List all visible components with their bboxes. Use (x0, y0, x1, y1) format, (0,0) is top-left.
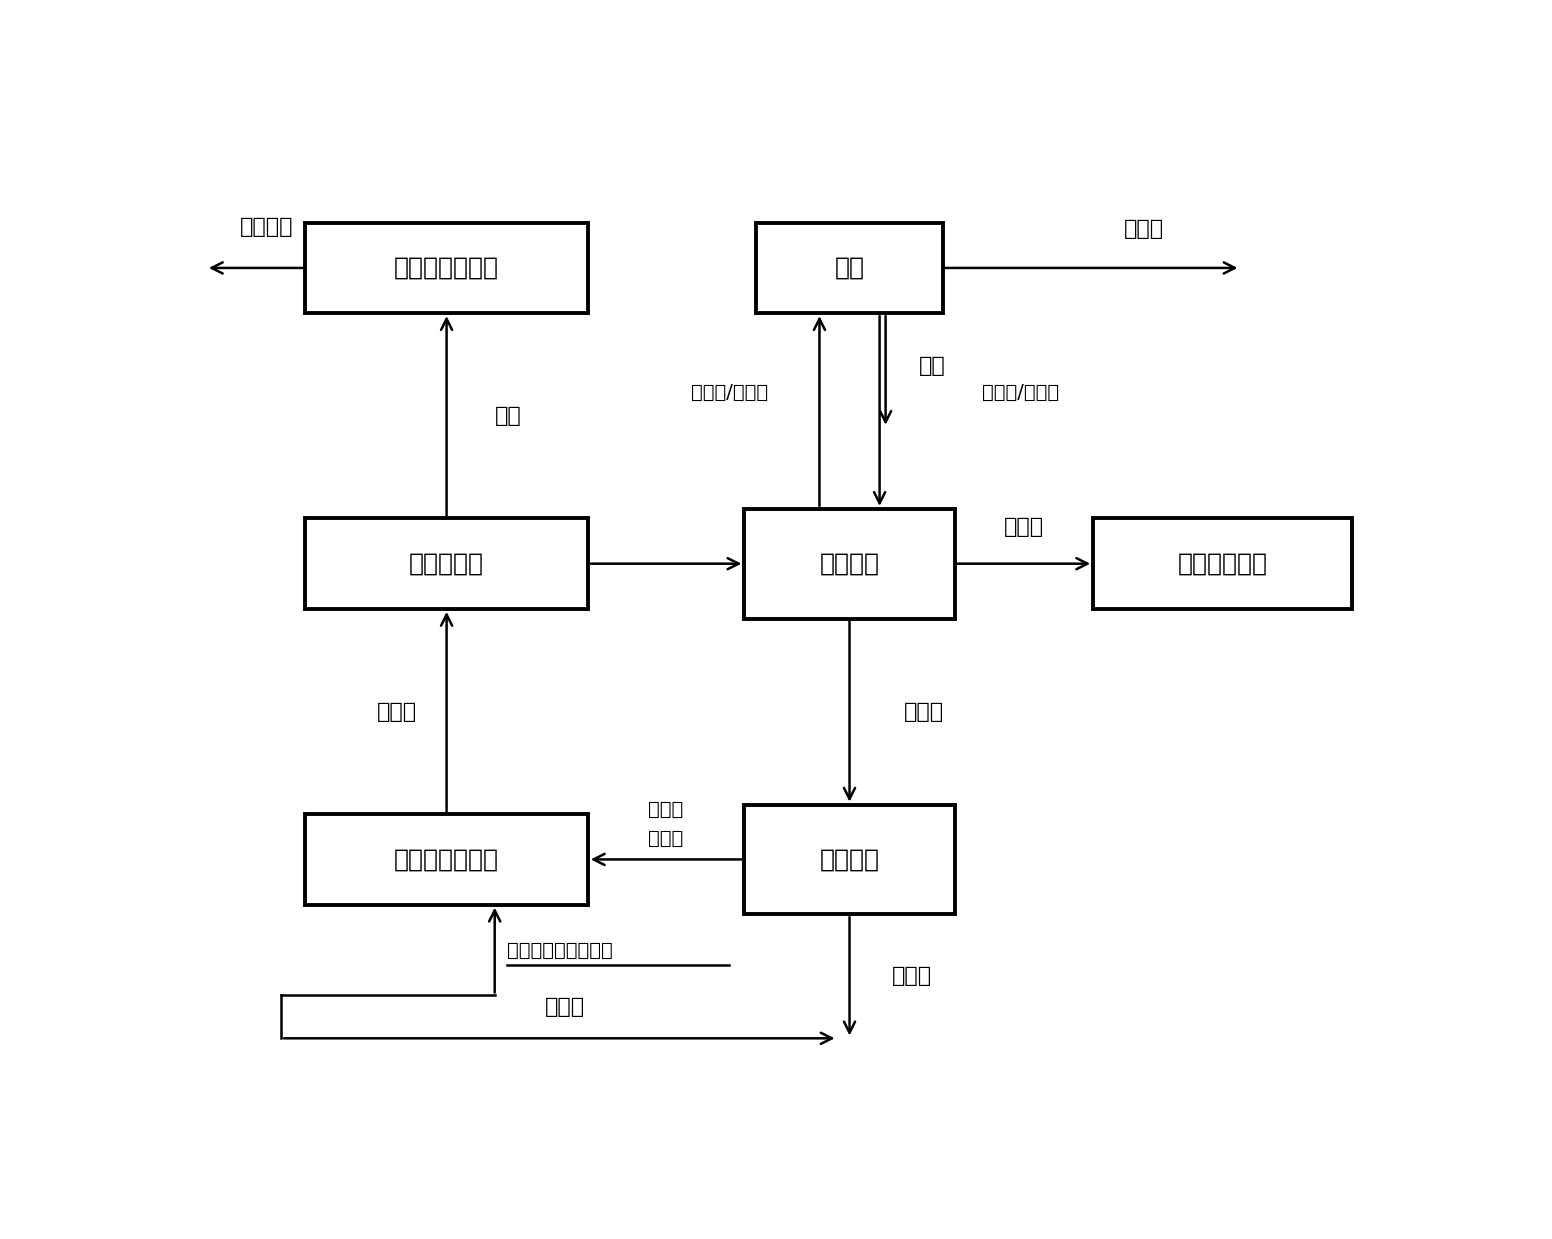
FancyBboxPatch shape (756, 223, 942, 313)
Text: 环己酮塔: 环己酮塔 (819, 551, 880, 576)
FancyBboxPatch shape (745, 509, 954, 618)
Text: 废水: 废水 (919, 356, 947, 375)
Text: 轻组份: 轻组份 (1124, 219, 1164, 239)
Text: 回收的: 回收的 (649, 800, 684, 819)
Text: 环己醇塔: 环己醇塔 (819, 847, 880, 871)
Text: 环己酮: 环己酮 (1004, 517, 1044, 536)
FancyBboxPatch shape (306, 223, 588, 313)
FancyBboxPatch shape (745, 804, 954, 914)
Text: 己内酰胺装置: 己内酰胺装置 (1178, 551, 1268, 576)
Text: 加热汽化与分离: 加热汽化与分离 (394, 847, 500, 871)
Text: 重组份: 重组份 (891, 966, 931, 986)
FancyBboxPatch shape (306, 814, 588, 904)
Text: 重组份: 重组份 (545, 997, 585, 1017)
Text: 水合环己烯法环己醇: 水合环己烯法环己醇 (506, 942, 613, 960)
FancyBboxPatch shape (306, 518, 588, 610)
Text: 环己醇: 环己醇 (377, 701, 416, 721)
Text: 氢气压缩与净化: 氢气压缩与净化 (394, 256, 500, 280)
Text: 环己醇: 环己醇 (903, 701, 944, 721)
Text: 环己醇/环己酮: 环己醇/环己酮 (982, 383, 1058, 401)
Text: 氢气: 氢气 (495, 406, 521, 426)
FancyBboxPatch shape (1093, 518, 1352, 610)
Text: 脱氢反应器: 脱氢反应器 (410, 551, 484, 576)
Text: 环己醇: 环己醇 (649, 829, 684, 847)
Text: 净化氢气: 净化氢气 (239, 217, 293, 238)
Text: 环己醇/环己酮: 环己醇/环己酮 (691, 383, 768, 401)
Text: 轻塔: 轻塔 (835, 256, 864, 280)
